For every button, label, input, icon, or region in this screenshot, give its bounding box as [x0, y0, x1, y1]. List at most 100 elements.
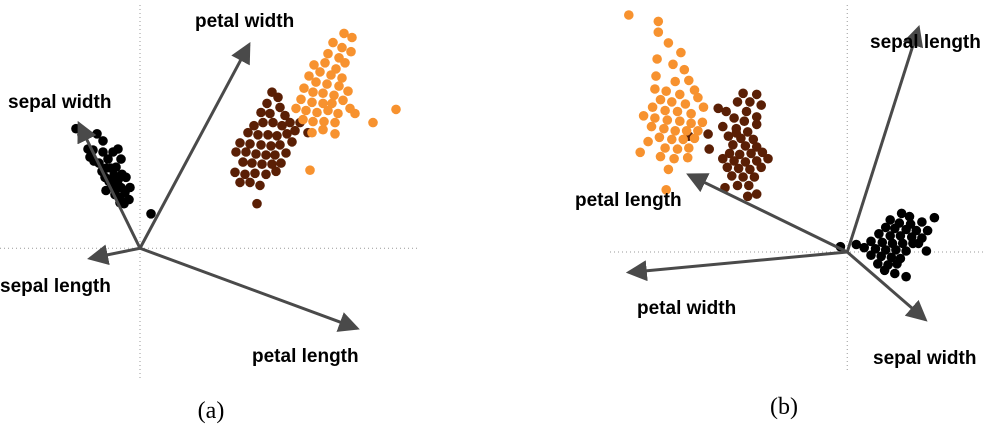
- data-point-versicolor: [240, 169, 250, 180]
- data-point-virginica: [339, 28, 349, 39]
- data-point-versicolor: [748, 134, 759, 145]
- data-point-virginica: [624, 10, 634, 20]
- data-point-versicolor: [751, 119, 762, 130]
- data-point-virginica: [670, 76, 680, 87]
- data-point-versicolor: [231, 147, 241, 157]
- data-point-setosa: [866, 236, 876, 247]
- data-point-virginica: [350, 108, 360, 119]
- data-point-versicolor: [732, 97, 743, 107]
- data-point-virginica: [675, 116, 685, 126]
- data-point-virginica: [686, 108, 696, 119]
- data-point-versicolor: [255, 180, 265, 191]
- data-point-virginica: [693, 92, 703, 103]
- data-point-versicolor: [251, 149, 261, 159]
- data-point-virginica: [323, 48, 333, 59]
- data-point-versicolor: [285, 117, 295, 128]
- data-point-versicolor: [281, 148, 291, 158]
- data-point-virginica: [686, 118, 696, 129]
- data-point-virginica: [337, 42, 347, 53]
- data-point-virginica: [635, 147, 645, 158]
- data-point-virginica: [346, 46, 356, 57]
- data-point-setosa: [874, 229, 884, 239]
- data-point-virginica: [368, 117, 378, 128]
- data-point-setosa: [877, 237, 888, 248]
- data-point-setosa: [851, 239, 862, 250]
- data-point-versicolor: [745, 164, 755, 175]
- data-point-versicolor: [235, 177, 245, 188]
- data-point-versicolor: [751, 89, 762, 100]
- data-point-setosa: [886, 252, 897, 263]
- data-point-virginica: [307, 127, 317, 138]
- data-point-setosa: [103, 154, 113, 164]
- data-point-virginica: [307, 97, 317, 108]
- data-point-setosa: [146, 209, 156, 219]
- data-point-versicolor: [267, 159, 277, 169]
- data-point-versicolor: [262, 98, 272, 109]
- sepal-length-vector-arrow: [87, 244, 141, 266]
- data-point-setosa: [885, 215, 895, 225]
- data-point-virginica: [689, 85, 700, 95]
- data-point-versicolor: [756, 162, 766, 173]
- data-point-versicolor: [245, 139, 255, 149]
- petal-length-vector-arrow: [139, 246, 360, 332]
- data-point-virginica: [311, 77, 321, 87]
- data-point-versicolor: [740, 157, 751, 167]
- panel-a-caption: (a): [198, 398, 225, 424]
- data-point-versicolor: [721, 106, 731, 117]
- panel-a: petal width sepal width sepal length petal …: [0, 5, 420, 380]
- data-point-versicolor: [733, 163, 744, 174]
- data-point-virginica: [308, 87, 318, 97]
- data-point-setosa: [101, 185, 111, 196]
- data-point-virginica: [675, 89, 685, 100]
- data-point-virginica: [334, 81, 344, 91]
- data-point-virginica: [296, 94, 306, 105]
- data-point-virginica: [320, 58, 330, 68]
- data-point-virginica: [650, 113, 660, 123]
- data-point-versicolor: [230, 167, 240, 178]
- data-point-virginica: [391, 104, 401, 115]
- data-point-versicolor: [703, 129, 713, 139]
- data-point-versicolor: [263, 130, 273, 140]
- data-point-versicolor: [745, 97, 755, 107]
- data-point-virginica: [697, 117, 708, 128]
- data-point-virginica: [338, 95, 348, 106]
- data-point-virginica: [651, 71, 661, 81]
- data-point-versicolor: [742, 127, 753, 137]
- data-point-versicolor: [258, 117, 268, 128]
- data-point-setosa: [892, 259, 902, 269]
- data-point-versicolor: [280, 110, 290, 121]
- data-point-virginica: [328, 37, 338, 48]
- data-point-virginica: [667, 134, 677, 145]
- data-point-virginica: [684, 143, 694, 153]
- data-point-versicolor: [287, 137, 297, 147]
- data-point-setosa: [896, 208, 907, 219]
- petal-width-vector-label: petal width: [195, 11, 294, 32]
- data-point-virginica: [337, 73, 347, 83]
- data-point-setosa: [895, 231, 906, 241]
- data-point-versicolor: [751, 189, 762, 199]
- data-point-virginica: [676, 47, 686, 58]
- data-point-virginica: [312, 107, 322, 118]
- data-point-virginica: [327, 98, 337, 109]
- data-point-versicolor: [256, 140, 266, 150]
- data-point-versicolor: [249, 120, 259, 131]
- data-point-versicolor: [746, 148, 756, 159]
- data-point-virginica: [653, 16, 664, 27]
- data-point-virginica: [672, 144, 683, 154]
- data-point-versicolor: [738, 88, 748, 99]
- data-point-virginica: [684, 75, 694, 86]
- data-point-setosa: [921, 246, 932, 256]
- petal-width-vector-label: petal width: [637, 298, 736, 319]
- data-point-virginica: [323, 105, 333, 116]
- data-point-virginica: [672, 106, 683, 117]
- data-point-versicolor: [266, 141, 276, 151]
- data-point-virginica: [340, 58, 350, 68]
- data-point-versicolor: [742, 191, 753, 202]
- data-point-virginica: [643, 136, 653, 147]
- petal-width-vector-arrow: [138, 41, 251, 249]
- data-point-versicolor: [257, 159, 267, 169]
- data-point-versicolor: [744, 180, 754, 191]
- data-point-virginica: [693, 126, 703, 136]
- data-point-setosa: [904, 211, 915, 222]
- data-point-versicolor: [704, 144, 714, 154]
